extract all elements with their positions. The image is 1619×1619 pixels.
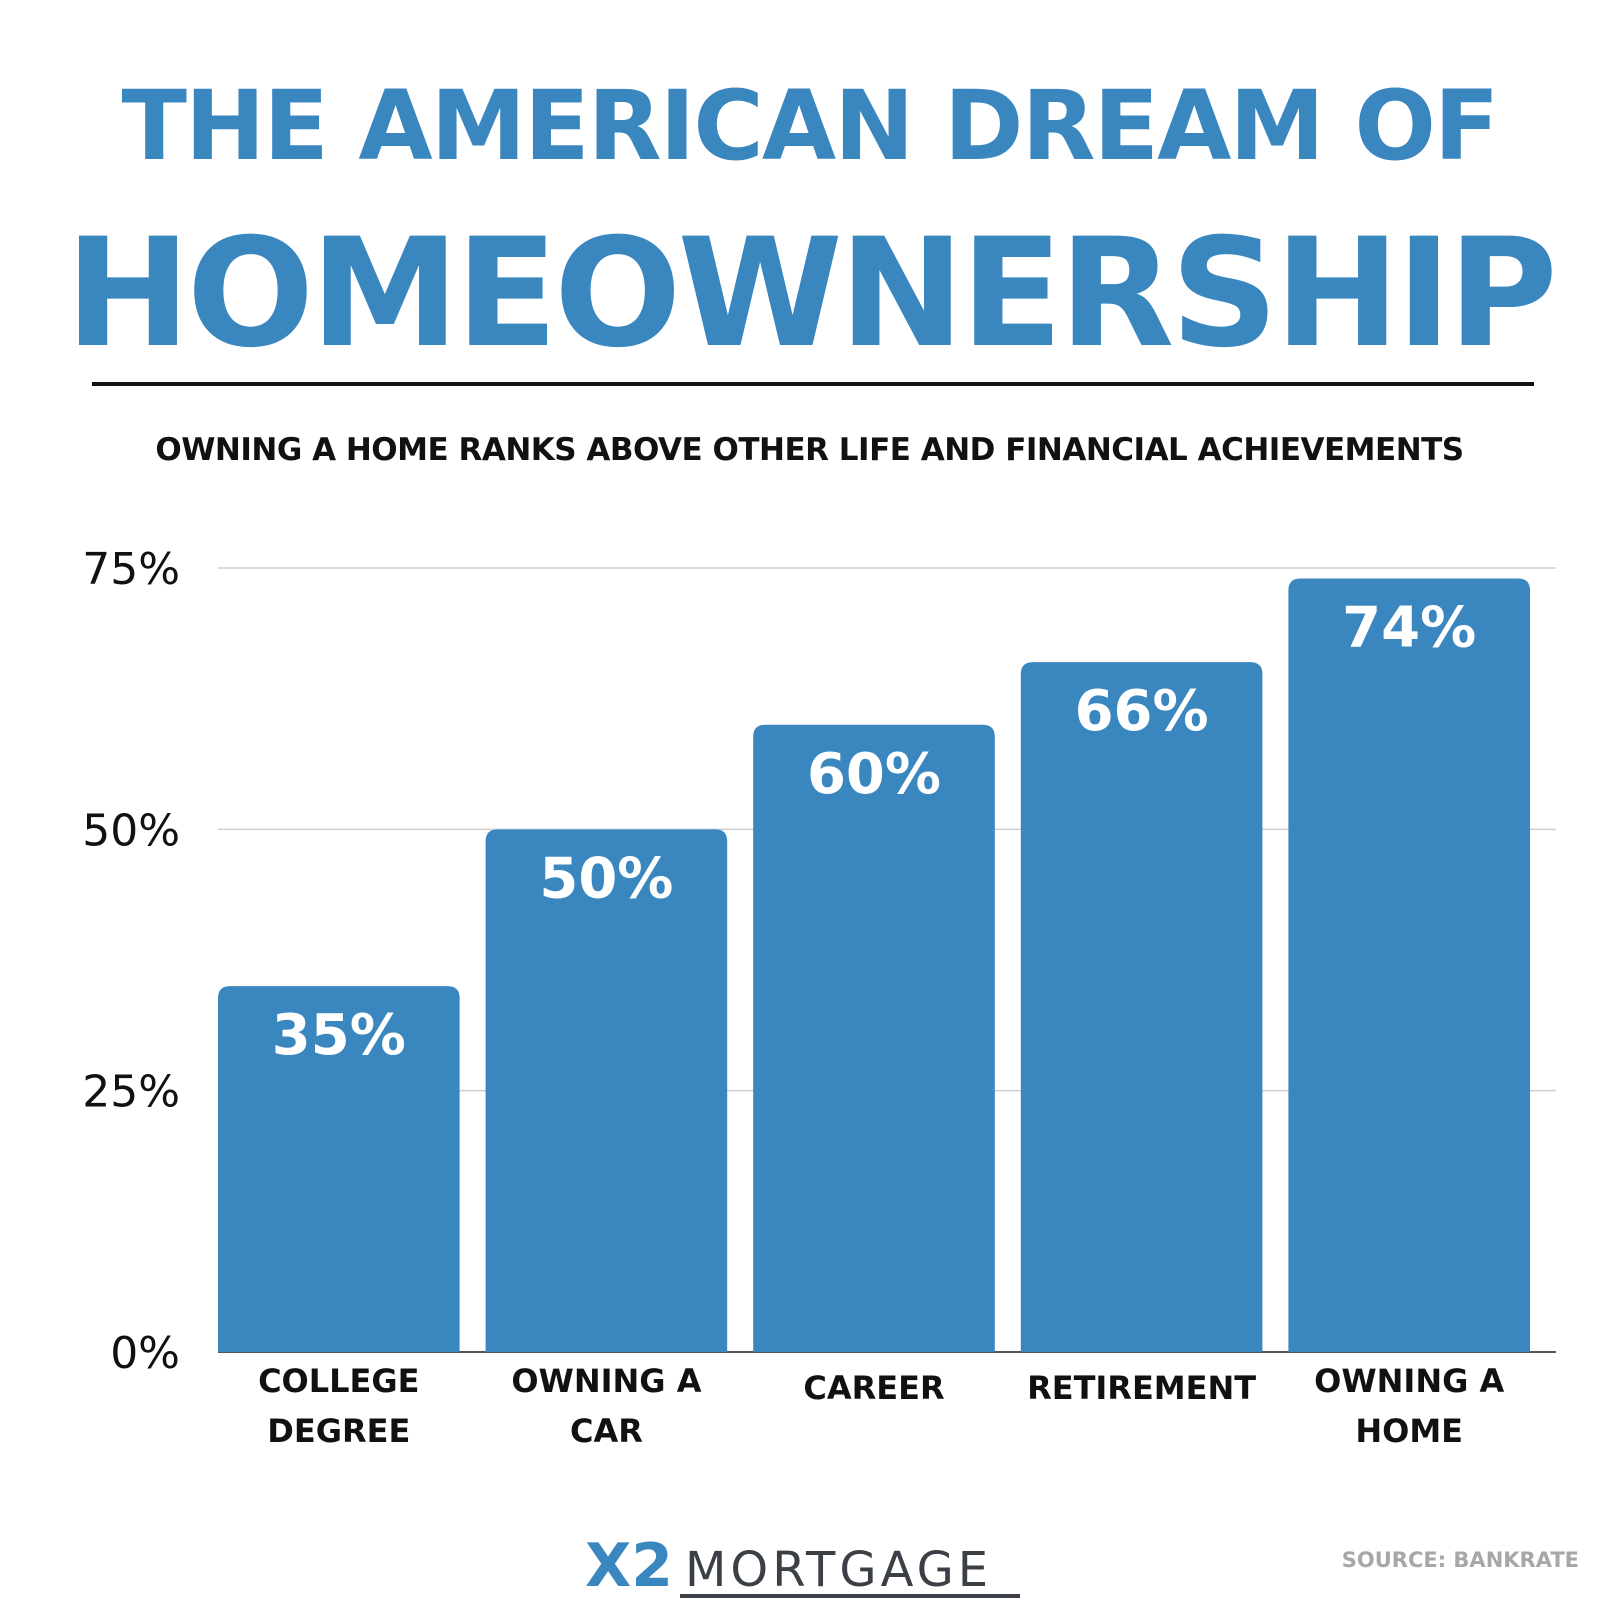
bar — [1020, 662, 1263, 1352]
bar — [485, 829, 728, 1352]
x-category-label: RETIREMENT — [1027, 1369, 1256, 1407]
bar-value-label: 35% — [272, 1003, 406, 1068]
y-tick-label: 50% — [82, 805, 180, 856]
bar-value-label: 60% — [807, 742, 941, 807]
x-category-label: OWNING A — [1314, 1362, 1504, 1400]
title-line-2: HOMEOWNERSHIP — [65, 207, 1558, 381]
source-note: SOURCE: BANKRATE — [1341, 1548, 1579, 1572]
bar-value-label: 66% — [1075, 679, 1209, 744]
bar — [218, 986, 460, 1352]
x-category-label: DEGREE — [267, 1412, 410, 1450]
x-category-label: COLLEGE — [258, 1362, 419, 1400]
y-tick-label: 25% — [82, 1067, 180, 1118]
logo-mark: X2 — [585, 1534, 673, 1601]
title-divider — [92, 382, 1534, 386]
bar-value-label: 50% — [539, 846, 673, 911]
y-tick-label: 0% — [110, 1328, 180, 1379]
x-category-label: CAR — [570, 1412, 643, 1450]
x-category-label: OWNING A — [511, 1362, 701, 1400]
bar-value-label: 74% — [1342, 595, 1476, 660]
title-line-1: THE AMERICAN DREAM OF — [121, 70, 1499, 182]
logo-underline — [680, 1594, 1020, 1598]
logo-text: MORTGAGE — [685, 1542, 992, 1598]
y-tick-label: 75% — [82, 544, 180, 595]
bar — [753, 724, 995, 1352]
x-category-label: CAREER — [803, 1369, 944, 1407]
chart-subtitle: OWNING A HOME RANKS ABOVE OTHER LIFE AND… — [155, 432, 1464, 468]
x-category-label: HOME — [1355, 1412, 1463, 1450]
x2-mortgage-logo: X2 MORTGAGE — [585, 1534, 1020, 1601]
bar — [1288, 578, 1530, 1352]
